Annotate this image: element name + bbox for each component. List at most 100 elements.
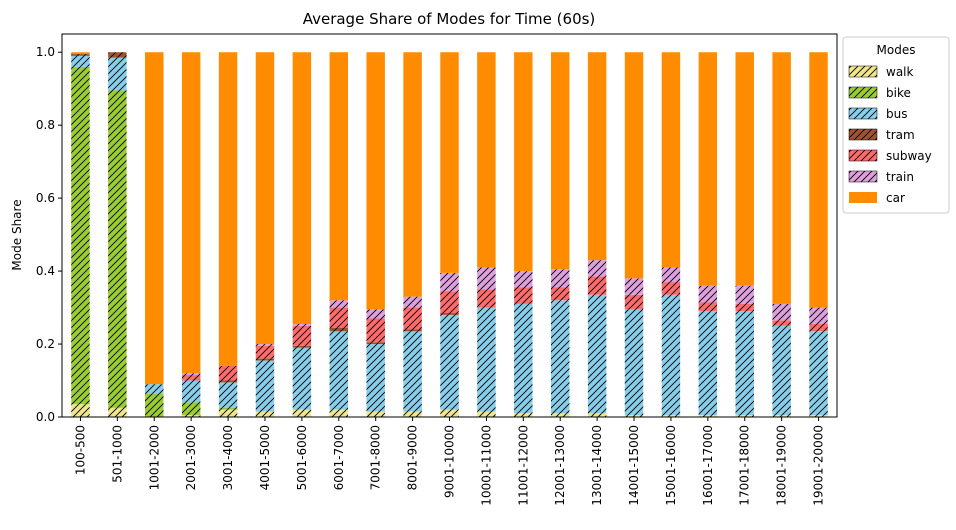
bar-bus-14 <box>587 294 607 414</box>
bar-car-18 <box>735 52 754 286</box>
bar-bus-5 <box>255 360 275 412</box>
x-tick-label-0: 100-500 <box>73 425 87 475</box>
bar-walk-11 <box>477 411 496 417</box>
bar-subway-13 <box>550 287 570 301</box>
bar-train-13 <box>550 269 570 288</box>
bar-car-13 <box>550 52 570 270</box>
x-tick-label-15: 14001-15000 <box>627 425 641 506</box>
legend-label-bus: bus <box>886 107 907 121</box>
y-tick-label-5: 1.0 <box>36 45 55 59</box>
bar-walk-3 <box>181 415 201 417</box>
x-tick-label-1: 501-1000 <box>110 425 124 483</box>
bar-walk-14 <box>587 413 607 417</box>
bar-walk-10 <box>440 409 459 417</box>
bar-tram-5 <box>255 358 275 361</box>
bar-subway-17 <box>698 302 718 312</box>
bar-tram-9 <box>403 329 422 332</box>
x-tick-label-9: 8001-9000 <box>406 425 420 490</box>
bar-bus-13 <box>550 300 570 414</box>
legend-label-subway: subway <box>886 149 932 163</box>
bar-car-6 <box>292 52 312 324</box>
bar-train-6 <box>292 323 312 326</box>
bar-bike-0 <box>71 66 90 405</box>
bar-bus-8 <box>366 344 385 412</box>
bar-tram-1 <box>108 52 127 58</box>
bar-bus-19 <box>772 325 791 416</box>
bars-group <box>71 52 828 417</box>
y-tick-label-0: 0.0 <box>36 410 55 424</box>
bar-bus-7 <box>329 331 349 410</box>
bar-walk-7 <box>329 409 349 417</box>
bar-train-19 <box>772 303 791 321</box>
bar-tram-8 <box>366 342 385 345</box>
bar-walk-17 <box>698 415 718 417</box>
x-tick-label-4: 3001-4000 <box>221 425 235 490</box>
bar-train-20 <box>809 307 828 324</box>
bar-subway-3 <box>181 375 201 381</box>
bar-bike-1 <box>108 90 127 408</box>
bar-bus-4 <box>218 382 238 408</box>
bar-bike-3 <box>181 402 201 416</box>
legend-label-train: train <box>886 170 914 184</box>
bar-bus-17 <box>698 311 718 416</box>
bar-tram-0 <box>71 54 90 56</box>
bar-car-16 <box>661 52 681 268</box>
bar-bus-1 <box>108 57 127 91</box>
y-tick-label-2: 0.4 <box>36 264 55 278</box>
y-tick-label-3: 0.6 <box>36 191 55 205</box>
bar-bus-15 <box>624 309 644 416</box>
bar-train-9 <box>403 296 422 308</box>
legend-swatch-subway <box>848 149 878 162</box>
bar-subway-8 <box>366 318 385 343</box>
bar-car-7 <box>329 52 349 301</box>
x-tick-label-18: 17001-18000 <box>738 425 752 506</box>
bar-train-8 <box>366 309 385 319</box>
x-tick-label-6: 5001-6000 <box>295 425 309 490</box>
bar-car-3 <box>181 52 201 374</box>
x-tick-label-2: 1001-2000 <box>147 425 161 490</box>
x-tick-label-14: 13001-14000 <box>590 425 604 506</box>
bar-car-19 <box>772 52 791 304</box>
bar-bus-3 <box>181 380 201 403</box>
x-tick-label-13: 12001-13000 <box>553 425 567 506</box>
bar-walk-6 <box>292 409 312 417</box>
bar-train-10 <box>440 272 459 292</box>
bar-car-11 <box>477 52 496 268</box>
bar-bus-16 <box>661 294 681 416</box>
bar-bike-2 <box>145 393 164 417</box>
legend-label-bike: bike <box>886 86 911 100</box>
bar-train-3 <box>181 373 201 376</box>
bar-car-17 <box>698 52 718 286</box>
bar-tram-7 <box>329 327 349 332</box>
bar-subway-11 <box>477 289 496 308</box>
bar-car-12 <box>514 52 533 272</box>
bar-walk-0 <box>71 404 90 417</box>
bar-car-10 <box>440 52 459 273</box>
x-tick-label-5: 4001-5000 <box>258 425 272 490</box>
y-tick-label-4: 0.8 <box>36 118 55 132</box>
bar-train-5 <box>255 344 275 346</box>
x-tick-label-12: 11001-12000 <box>516 425 530 506</box>
bar-car-20 <box>809 52 828 308</box>
legend-swatch-bus <box>848 107 878 120</box>
bar-tram-4 <box>218 380 238 383</box>
bar-train-16 <box>661 267 681 283</box>
bar-bus-12 <box>514 303 533 414</box>
bar-walk-15 <box>624 415 644 417</box>
bar-car-4 <box>218 52 238 366</box>
legend-label-walk: walk <box>886 65 914 79</box>
x-tick-label-20: 19001-20000 <box>812 425 826 506</box>
bar-bus-2 <box>145 384 164 394</box>
legend-swatch-tram <box>848 128 878 141</box>
bar-walk-12 <box>514 413 533 417</box>
bar-bike-4 <box>218 407 238 410</box>
bar-car-15 <box>624 52 644 279</box>
bar-train-18 <box>735 285 754 304</box>
bar-subway-16 <box>661 282 681 295</box>
bar-walk-19 <box>772 415 791 417</box>
bar-train-15 <box>624 278 644 295</box>
bar-subway-5 <box>255 345 275 359</box>
bar-bus-6 <box>292 347 312 410</box>
legend-label-car: car <box>886 191 905 205</box>
